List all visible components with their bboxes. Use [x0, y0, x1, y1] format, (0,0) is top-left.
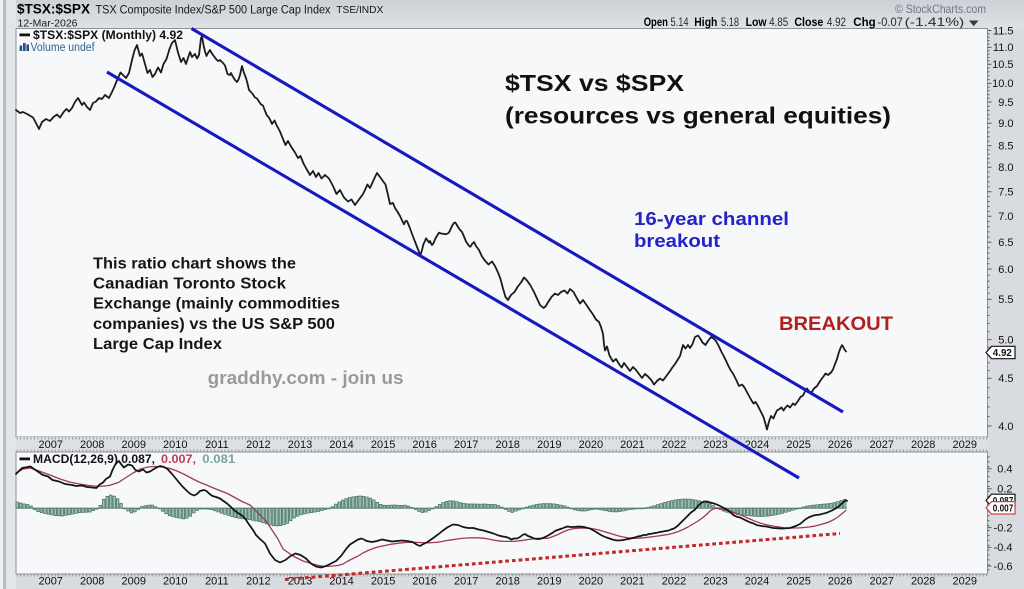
svg-text:10.5: 10.5: [992, 59, 1013, 71]
svg-text:-0.4: -0.4: [994, 542, 1013, 554]
svg-text:2022: 2022: [662, 576, 686, 588]
svg-text:4.5: 4.5: [998, 373, 1013, 385]
svg-text:2017: 2017: [454, 439, 478, 451]
svg-text:2027: 2027: [869, 439, 893, 451]
svg-text:-0.2: -0.2: [994, 522, 1013, 534]
svg-text:2020: 2020: [579, 439, 603, 451]
svg-text:2018: 2018: [495, 439, 519, 451]
svg-text:2011: 2011: [205, 576, 229, 588]
svg-text:8.0: 8.0: [998, 162, 1013, 174]
svg-text:2007: 2007: [38, 576, 62, 588]
svg-text:Chg: Chg: [853, 15, 875, 29]
svg-text:2025: 2025: [786, 576, 810, 588]
svg-text:2009: 2009: [122, 439, 146, 451]
svg-text:TSX Composite Index/S&P 500 La: TSX Composite Index/S&P 500 Large Cap In…: [96, 5, 331, 17]
svg-text:Canadian Toronto Stock: Canadian Toronto Stock: [93, 276, 286, 293]
svg-text:6.0: 6.0: [998, 264, 1013, 276]
svg-text:2026: 2026: [828, 439, 852, 451]
svg-text:6.5: 6.5: [998, 237, 1013, 249]
svg-text:5.0: 5.0: [998, 334, 1013, 346]
svg-text:2029: 2029: [953, 439, 977, 451]
svg-text:2021: 2021: [620, 439, 644, 451]
svg-text:Close: Close: [794, 15, 823, 29]
svg-text:2024: 2024: [745, 576, 769, 588]
svg-text:2012: 2012: [246, 439, 270, 451]
svg-text:2019: 2019: [537, 576, 561, 588]
svg-text:2023: 2023: [703, 439, 727, 451]
svg-text:2028: 2028: [911, 439, 935, 451]
svg-text:11.5: 11.5: [993, 25, 1014, 37]
svg-text:0.007: 0.007: [993, 503, 1014, 515]
svg-text:$TSX vs $SPX: $TSX vs $SPX: [505, 70, 684, 96]
svg-text:2015: 2015: [371, 439, 395, 451]
svg-text:TSE/INDX: TSE/INDX: [336, 5, 383, 16]
svg-text:2013: 2013: [288, 439, 312, 451]
svg-text:2007: 2007: [38, 439, 62, 451]
svg-text:2021: 2021: [620, 576, 644, 588]
svg-text:2008: 2008: [80, 439, 104, 451]
svg-text:Volume undef: Volume undef: [31, 42, 96, 54]
svg-text:2009: 2009: [122, 576, 146, 588]
svg-text:2025: 2025: [786, 439, 810, 451]
svg-text:0.081: 0.081: [202, 454, 236, 466]
svg-text:2018: 2018: [495, 576, 519, 588]
svg-text:2022: 2022: [662, 439, 686, 451]
svg-text:Large Cap Index: Large Cap Index: [93, 336, 222, 353]
svg-text:2017: 2017: [454, 576, 478, 588]
svg-text:2023: 2023: [703, 576, 727, 588]
svg-text:2016: 2016: [412, 439, 436, 451]
svg-text:-0.07: -0.07: [878, 15, 904, 29]
svg-text:5.18: 5.18: [721, 15, 739, 29]
svg-text:-0.6: -0.6: [994, 561, 1013, 573]
svg-text:2026: 2026: [828, 576, 852, 588]
svg-text:This ratio chart shows the: This ratio chart shows the: [93, 256, 296, 273]
svg-text:5.14: 5.14: [671, 15, 689, 29]
svg-text:7.5: 7.5: [998, 187, 1013, 199]
svg-text:2010: 2010: [163, 576, 187, 588]
svg-text:9.5: 9.5: [998, 97, 1013, 109]
svg-text:5.5: 5.5: [998, 294, 1013, 306]
svg-text:2008: 2008: [80, 576, 104, 588]
svg-text:Low: Low: [746, 15, 768, 29]
svg-text:7.0: 7.0: [998, 211, 1013, 223]
svg-text:2012: 2012: [246, 576, 270, 588]
svg-text:2027: 2027: [869, 576, 893, 588]
svg-text:2011: 2011: [205, 439, 229, 451]
svg-text:2028: 2028: [911, 576, 935, 588]
svg-text:12-Mar-2026: 12-Mar-2026: [18, 19, 78, 30]
svg-text:Exchange (mainly commodities: Exchange (mainly commodities: [93, 296, 340, 313]
svg-text:2016: 2016: [412, 576, 436, 588]
svg-text:© StockCharts.com: © StockCharts.com: [895, 2, 986, 16]
svg-text:2020: 2020: [579, 576, 603, 588]
svg-text:0.4: 0.4: [997, 464, 1012, 476]
svg-text:4.85: 4.85: [769, 15, 788, 29]
svg-text:4.0: 4.0: [998, 421, 1013, 433]
svg-text:(-1.41%): (-1.41%): [905, 15, 965, 29]
svg-text:2014: 2014: [329, 439, 353, 451]
svg-text:2014: 2014: [329, 576, 353, 588]
svg-text:MACD(12,26,9) 0.087,: MACD(12,26,9) 0.087,: [33, 454, 155, 466]
svg-text:10.0: 10.0: [992, 78, 1013, 90]
svg-text:(resources vs general equities: (resources vs general equities): [505, 103, 891, 129]
svg-text:0.2: 0.2: [997, 484, 1012, 496]
svg-text:11.0: 11.0: [993, 42, 1014, 54]
svg-text:$TSX:$SPX (Monthly) 4.92: $TSX:$SPX (Monthly) 4.92: [33, 30, 183, 42]
svg-text:BREAKOUT: BREAKOUT: [779, 313, 893, 335]
svg-text:8.5: 8.5: [998, 140, 1013, 152]
svg-text:graddhy.com - join us: graddhy.com - join us: [208, 368, 404, 388]
svg-text:4.92: 4.92: [993, 347, 1012, 359]
svg-text:High: High: [694, 15, 717, 29]
svg-text:companies) vs the US S&P 500: companies) vs the US S&P 500: [93, 316, 335, 333]
svg-text:0.007,: 0.007,: [161, 454, 196, 466]
svg-text:9.0: 9.0: [998, 118, 1013, 130]
svg-text:2019: 2019: [537, 439, 561, 451]
svg-text:2015: 2015: [371, 576, 395, 588]
svg-text:2010: 2010: [163, 439, 187, 451]
svg-text:$TSX:$SPX: $TSX:$SPX: [17, 2, 90, 17]
svg-text:breakout: breakout: [634, 231, 720, 251]
svg-text:2029: 2029: [953, 576, 977, 588]
svg-text:16-year channel: 16-year channel: [634, 209, 789, 229]
svg-text:Open: Open: [644, 15, 668, 29]
svg-text:4.92: 4.92: [827, 15, 846, 29]
